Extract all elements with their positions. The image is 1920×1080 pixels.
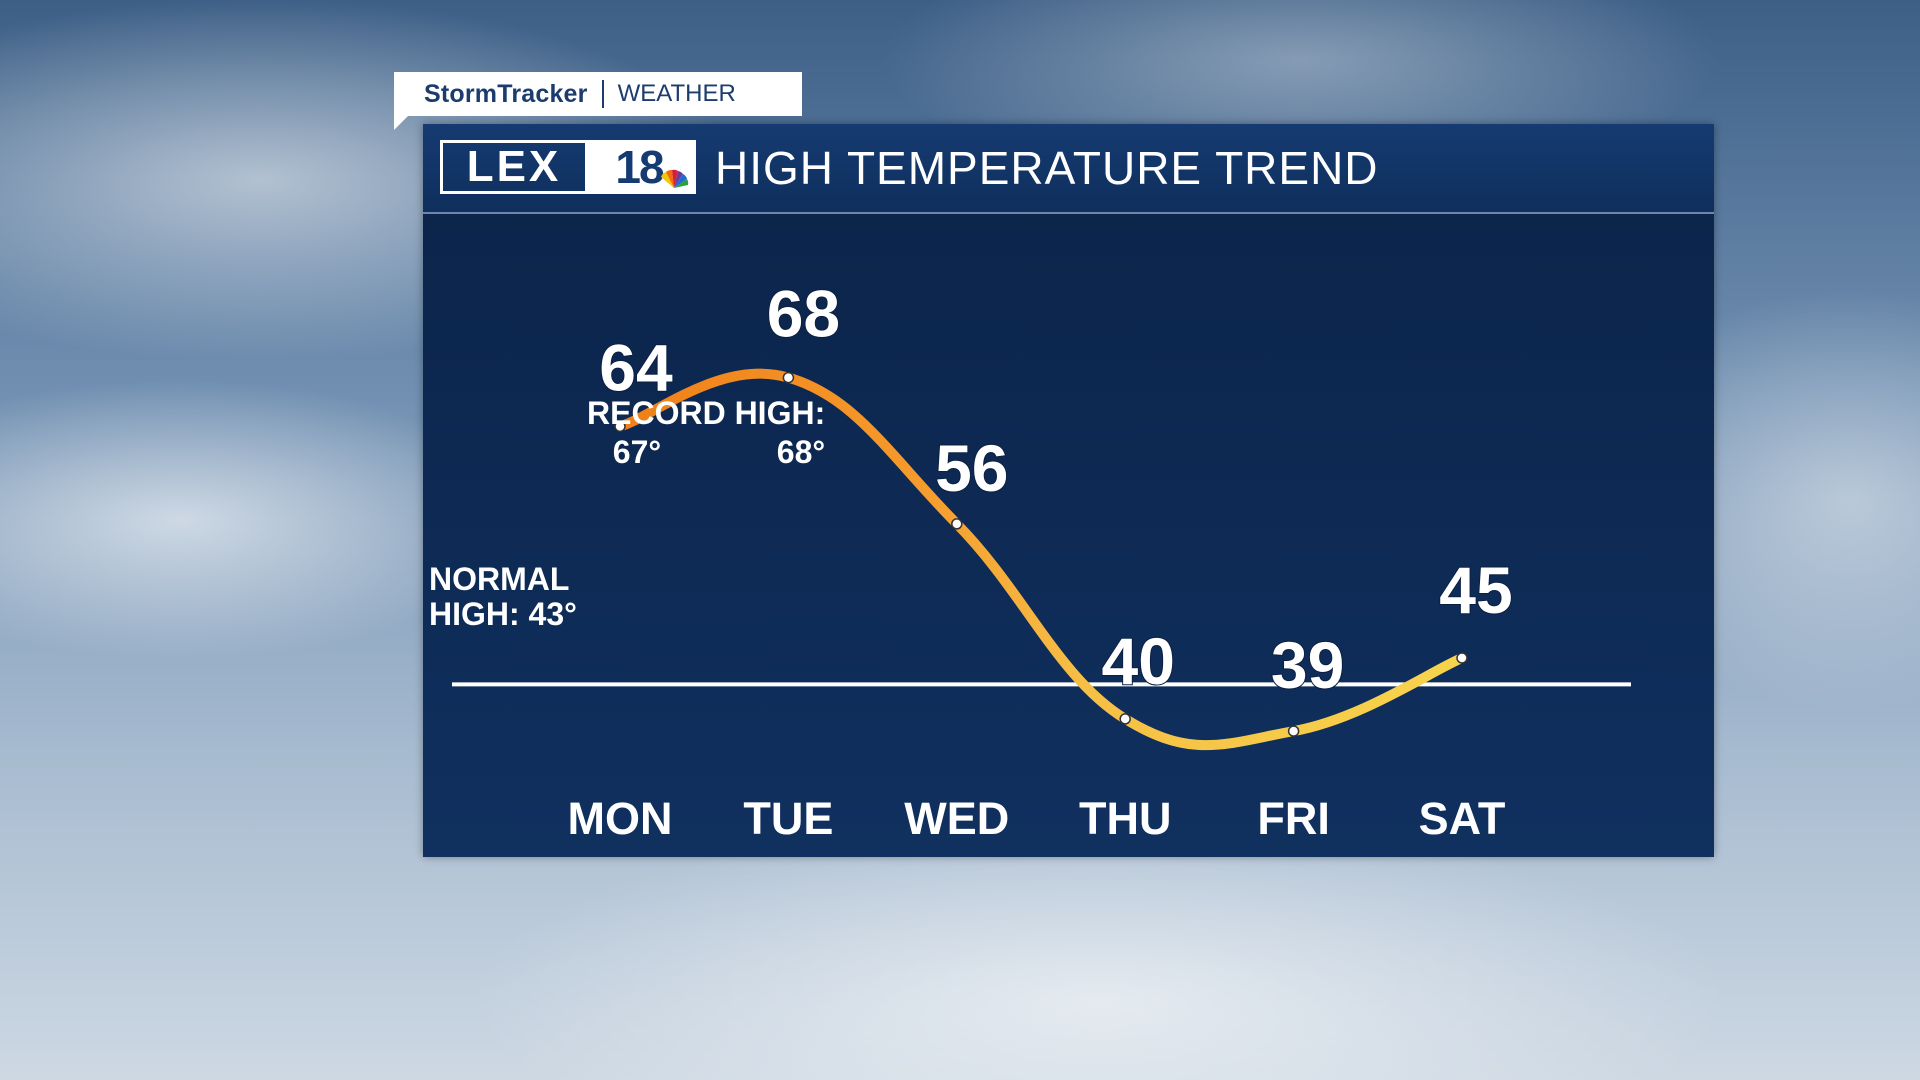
- panel-header: LEX 18 HIGH TEMPERATURE TREND: [423, 124, 1714, 214]
- value-label-mon: 64: [599, 330, 673, 404]
- value-label-thu: 40: [1101, 624, 1174, 698]
- day-label-sat: SAT: [1419, 793, 1506, 844]
- temperature-chart: 64 68 56 40 39 45 MON TUE WED THU FRI SAT RECORD H…: [429, 276, 1631, 844]
- temperature-trend-line: [615, 368, 1467, 751]
- record-high-mon: 67°: [613, 434, 661, 470]
- day-label-mon: MON: [568, 793, 673, 844]
- station-logo: LEX 18: [440, 140, 696, 194]
- record-high-tue: 68°: [777, 434, 825, 470]
- normal-label-line1: NORMAL: [429, 561, 569, 597]
- record-high-label: RECORD HIGH:: [587, 395, 825, 431]
- value-label-wed: 56: [935, 431, 1008, 505]
- peacock-icon: [661, 169, 689, 188]
- day-label-tue: TUE: [743, 793, 833, 844]
- brand-divider: [601, 80, 604, 108]
- chart-title: HIGH TEMPERATURE TREND: [715, 142, 1379, 194]
- data-point-thu: [1119, 713, 1131, 725]
- value-label-fri: 39: [1271, 628, 1344, 702]
- value-labels: 64 68 56 40 39 45: [598, 276, 1513, 704]
- normal-label-line2: HIGH: 43°: [429, 596, 577, 632]
- data-point-fri: [1287, 725, 1300, 737]
- logo-number-box: 18: [585, 143, 693, 191]
- value-label-tue: 68: [767, 277, 840, 351]
- day-labels: MON TUE WED THU FRI SAT: [568, 793, 1506, 844]
- data-point-sat: [1456, 652, 1468, 664]
- value-label-sat: 45: [1439, 553, 1512, 627]
- data-points: [614, 371, 1468, 737]
- day-label-thu: THU: [1079, 793, 1171, 844]
- data-point-mon: [614, 420, 626, 433]
- stormtracker-brand-tab: StormTracker WEATHER: [394, 72, 802, 130]
- forecast-panel: LEX 18 HIGH TEMPERATURE TREND: [423, 124, 1714, 857]
- brand-subtitle: WEATHER: [617, 80, 736, 107]
- day-label-wed: WED: [904, 793, 1009, 844]
- data-point-wed: [951, 518, 963, 530]
- day-label-fri: FRI: [1257, 793, 1330, 844]
- brand-name: StormTracker: [424, 79, 588, 108]
- logo-letters: LEX: [466, 142, 562, 191]
- data-point-tue: [782, 371, 795, 384]
- logo-number: 18: [615, 141, 664, 193]
